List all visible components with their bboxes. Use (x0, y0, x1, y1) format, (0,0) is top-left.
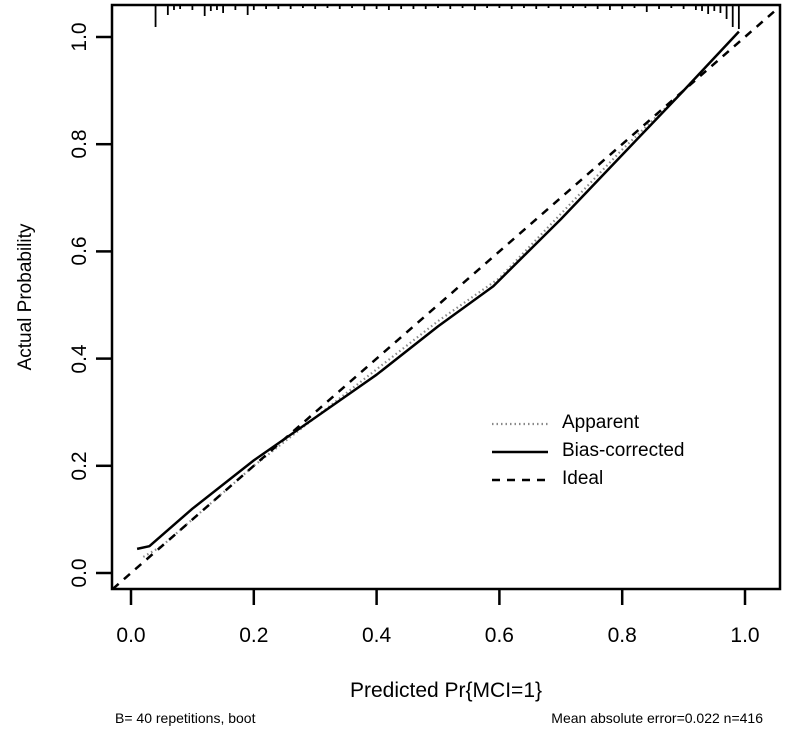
series-line-apparent (142, 30, 740, 558)
y-tick-label: 0.4 (68, 343, 91, 374)
x-axis-label: Predicted Pr{MCI=1} (349, 679, 543, 702)
y-tick-label: 0.6 (68, 236, 91, 266)
plot-area (96, 3, 782, 605)
footer-left-note: B= 40 repetitions, boot (115, 710, 256, 726)
series-line-bias-corrected (136, 30, 740, 551)
x-tick-label: 0.0 (116, 624, 146, 647)
x-tick-label: 0.8 (607, 624, 637, 647)
x-tick-label: 0.6 (484, 624, 514, 647)
x-tick-label: 1.0 (730, 624, 760, 647)
y-tick-label: 0.2 (68, 451, 91, 481)
legend-label-bias-corrected: Bias-corrected (562, 440, 685, 461)
y-tick-label: 0.0 (68, 558, 91, 588)
x-tick-label: 0.4 (361, 624, 392, 647)
footer-right-note: Mean absolute error=0.022 n=416 (551, 710, 763, 726)
x-tick-label: 0.2 (239, 624, 269, 647)
y-tick-label: 1.0 (68, 22, 91, 52)
legend-label-apparent: Apparent (562, 412, 640, 433)
y-axis-label: Actual Probability (15, 223, 36, 371)
series-line-ideal (112, 5, 780, 589)
legend-label-ideal: Ideal (562, 468, 604, 489)
y-tick-label: 0.8 (68, 129, 91, 159)
plot-frame (110, 3, 782, 591)
